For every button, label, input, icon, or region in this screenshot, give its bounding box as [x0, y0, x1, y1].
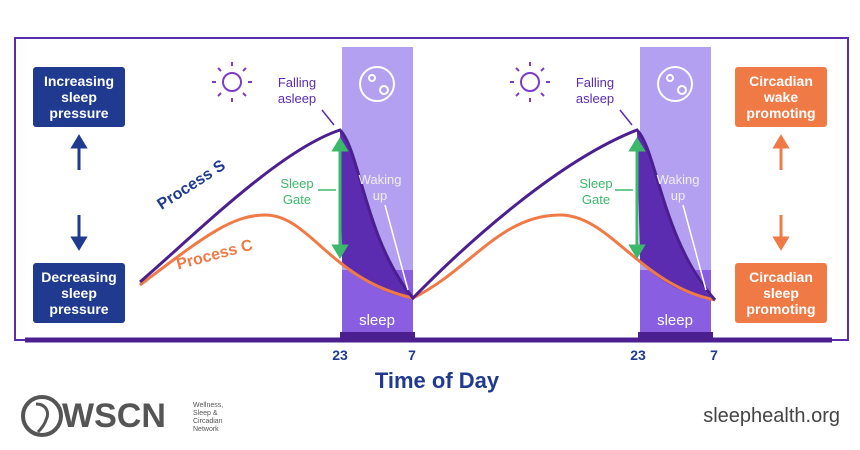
waking-up-label: Waking up [656, 172, 700, 203]
label-box: Circadian sleep promoting [735, 263, 827, 323]
time-tick-label: 23 [332, 347, 348, 363]
sleep-gate-label: Sleep Gate [280, 176, 314, 207]
time-tick-label: 7 [408, 347, 416, 363]
sleep-fill [637, 130, 711, 298]
x-axis-title: Time of Day [374, 368, 500, 393]
label-box: Increasing sleep pressure [33, 67, 125, 127]
logo-text: WSCN [62, 397, 166, 435]
label-box: Circadian wake promoting [735, 67, 827, 127]
logo-icon [21, 395, 63, 437]
sleep-gate-label: Sleep Gate [579, 176, 613, 207]
waking-lines [384, 204, 707, 291]
time-tick-label: 23 [630, 347, 646, 363]
sleep-label: sleep [657, 312, 693, 329]
url: sleephealth.org [703, 405, 840, 427]
axis-bar [638, 332, 713, 340]
circadian-arrows [772, 134, 790, 251]
waking-up-label: Waking up [358, 172, 402, 203]
falling-lines [321, 109, 633, 126]
pressure-arrows [70, 134, 88, 251]
falling-asleep-label: Falling asleep [575, 75, 615, 106]
label-box: Decreasing sleep pressure [33, 263, 125, 323]
sleep-label: sleep [359, 312, 395, 329]
sleep-fill [340, 130, 413, 298]
sun-icons [212, 62, 550, 102]
moon-icons [359, 66, 693, 102]
process-s-curve [139, 128, 717, 301]
falling-asleep-label: Falling asleep [277, 75, 317, 106]
logo-subtitle: Wellness, Sleep & Circadian Network [193, 402, 224, 433]
sleep-gate-arrows [318, 137, 646, 259]
frame [14, 37, 849, 341]
axis-bar [340, 332, 415, 340]
time-tick-label: 7 [710, 347, 718, 363]
